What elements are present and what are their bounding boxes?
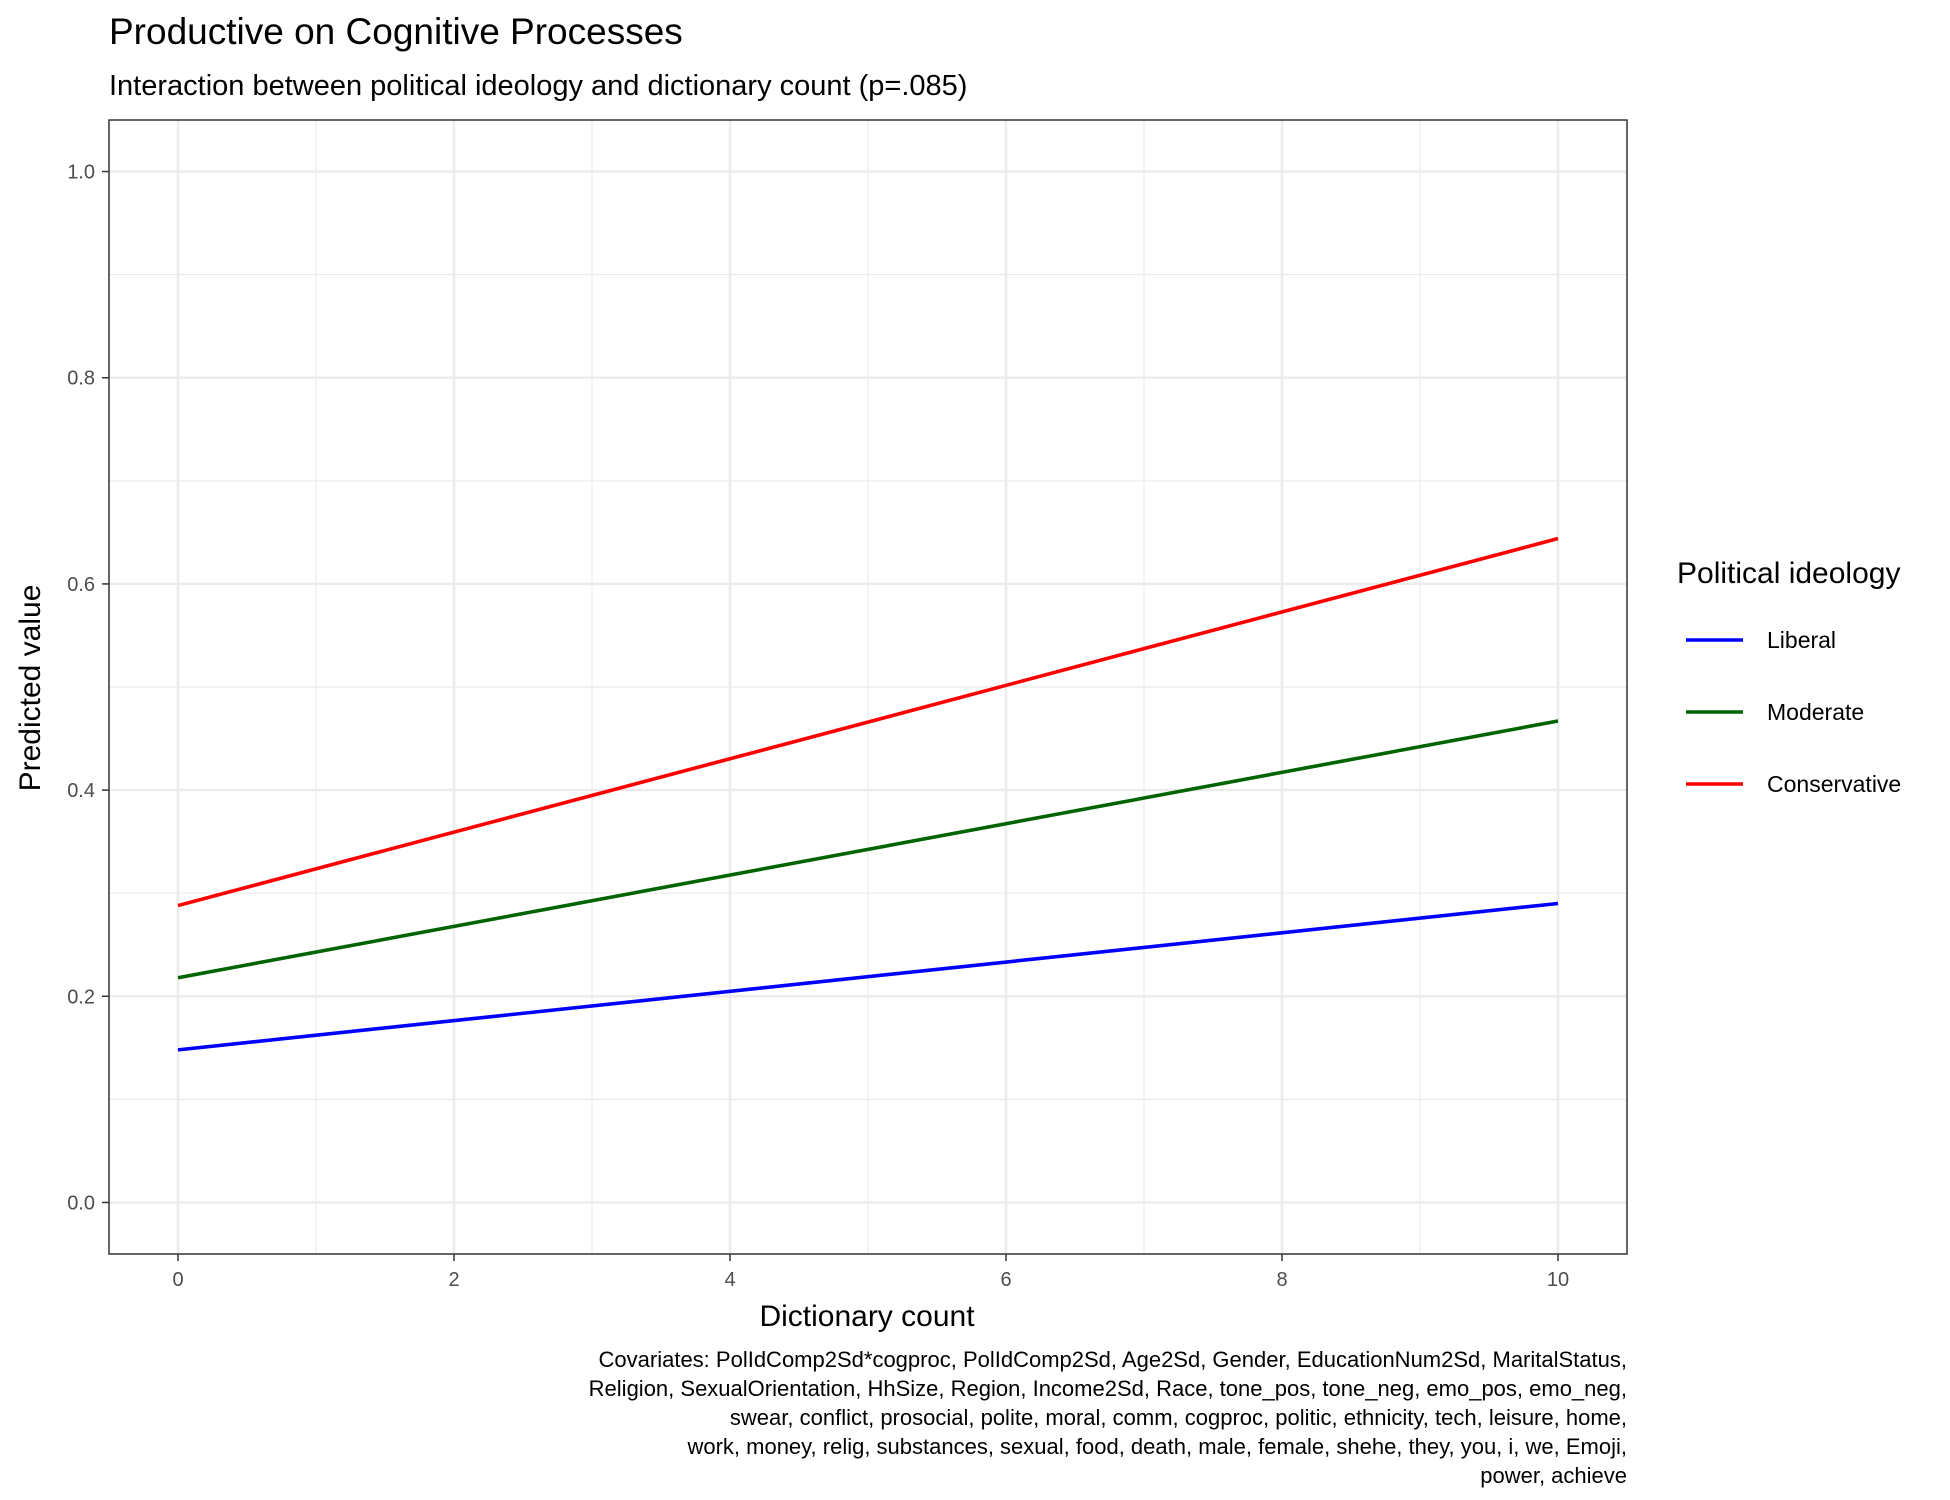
series-line-conservative	[177, 536, 1559, 908]
grid	[109, 120, 1627, 1254]
y-tick-label: 0.8	[67, 368, 95, 390]
x-tick-label: 2	[448, 1269, 459, 1291]
legend-label-liberal: Liberal	[1767, 627, 1836, 653]
caption: Covariates: PolIdComp2Sd*cogproc, PolIdC…	[589, 1347, 1627, 1488]
y-tick-label: 0.4	[67, 780, 95, 802]
plot-panel-border	[108, 119, 1628, 1255]
chart-subtitle: Interaction between political ideology a…	[109, 70, 967, 102]
x-tick-label: 0	[172, 1269, 183, 1291]
series-lines	[177, 536, 1559, 1052]
caption-line: swear, conflict, prosocial, polite, mora…	[730, 1405, 1627, 1430]
x-axis-label: Dictionary count	[759, 1300, 975, 1333]
y-axis-ticks: 0.0 0.2 0.4 0.6 0.8 1.0	[67, 162, 109, 1214]
x-axis-ticks: 0 2 4 6 8 10	[172, 1254, 1569, 1291]
y-tick-label: 1.0	[67, 162, 95, 184]
chart-title: Productive on Cognitive Processes	[109, 11, 683, 52]
legend: Political ideology Liberal Moderate Conser…	[1677, 557, 1901, 797]
x-tick-label: 8	[1276, 1269, 1287, 1291]
y-tick-label: 0.2	[67, 986, 95, 1008]
x-tick-label: 10	[1547, 1269, 1569, 1291]
legend-label-moderate: Moderate	[1767, 699, 1864, 725]
y-tick-label: 0.0	[67, 1192, 95, 1214]
series-line-liberal	[177, 901, 1559, 1052]
caption-line: Religion, SexualOrientation, HhSize, Reg…	[589, 1376, 1627, 1401]
x-tick-label: 4	[724, 1269, 735, 1291]
x-tick-label: 6	[1000, 1269, 1011, 1291]
legend-label-conservative: Conservative	[1767, 771, 1901, 797]
caption-line: work, money, relig, substances, sexual, …	[686, 1434, 1627, 1459]
legend-title: Political ideology	[1677, 557, 1900, 590]
y-tick-label: 0.6	[67, 574, 95, 596]
caption-line: Covariates: PolIdComp2Sd*cogproc, PolIdC…	[599, 1347, 1627, 1372]
y-axis-label: Predicted value	[14, 585, 47, 792]
series-line-moderate	[177, 719, 1559, 980]
caption-line: power, achieve	[1480, 1463, 1627, 1488]
